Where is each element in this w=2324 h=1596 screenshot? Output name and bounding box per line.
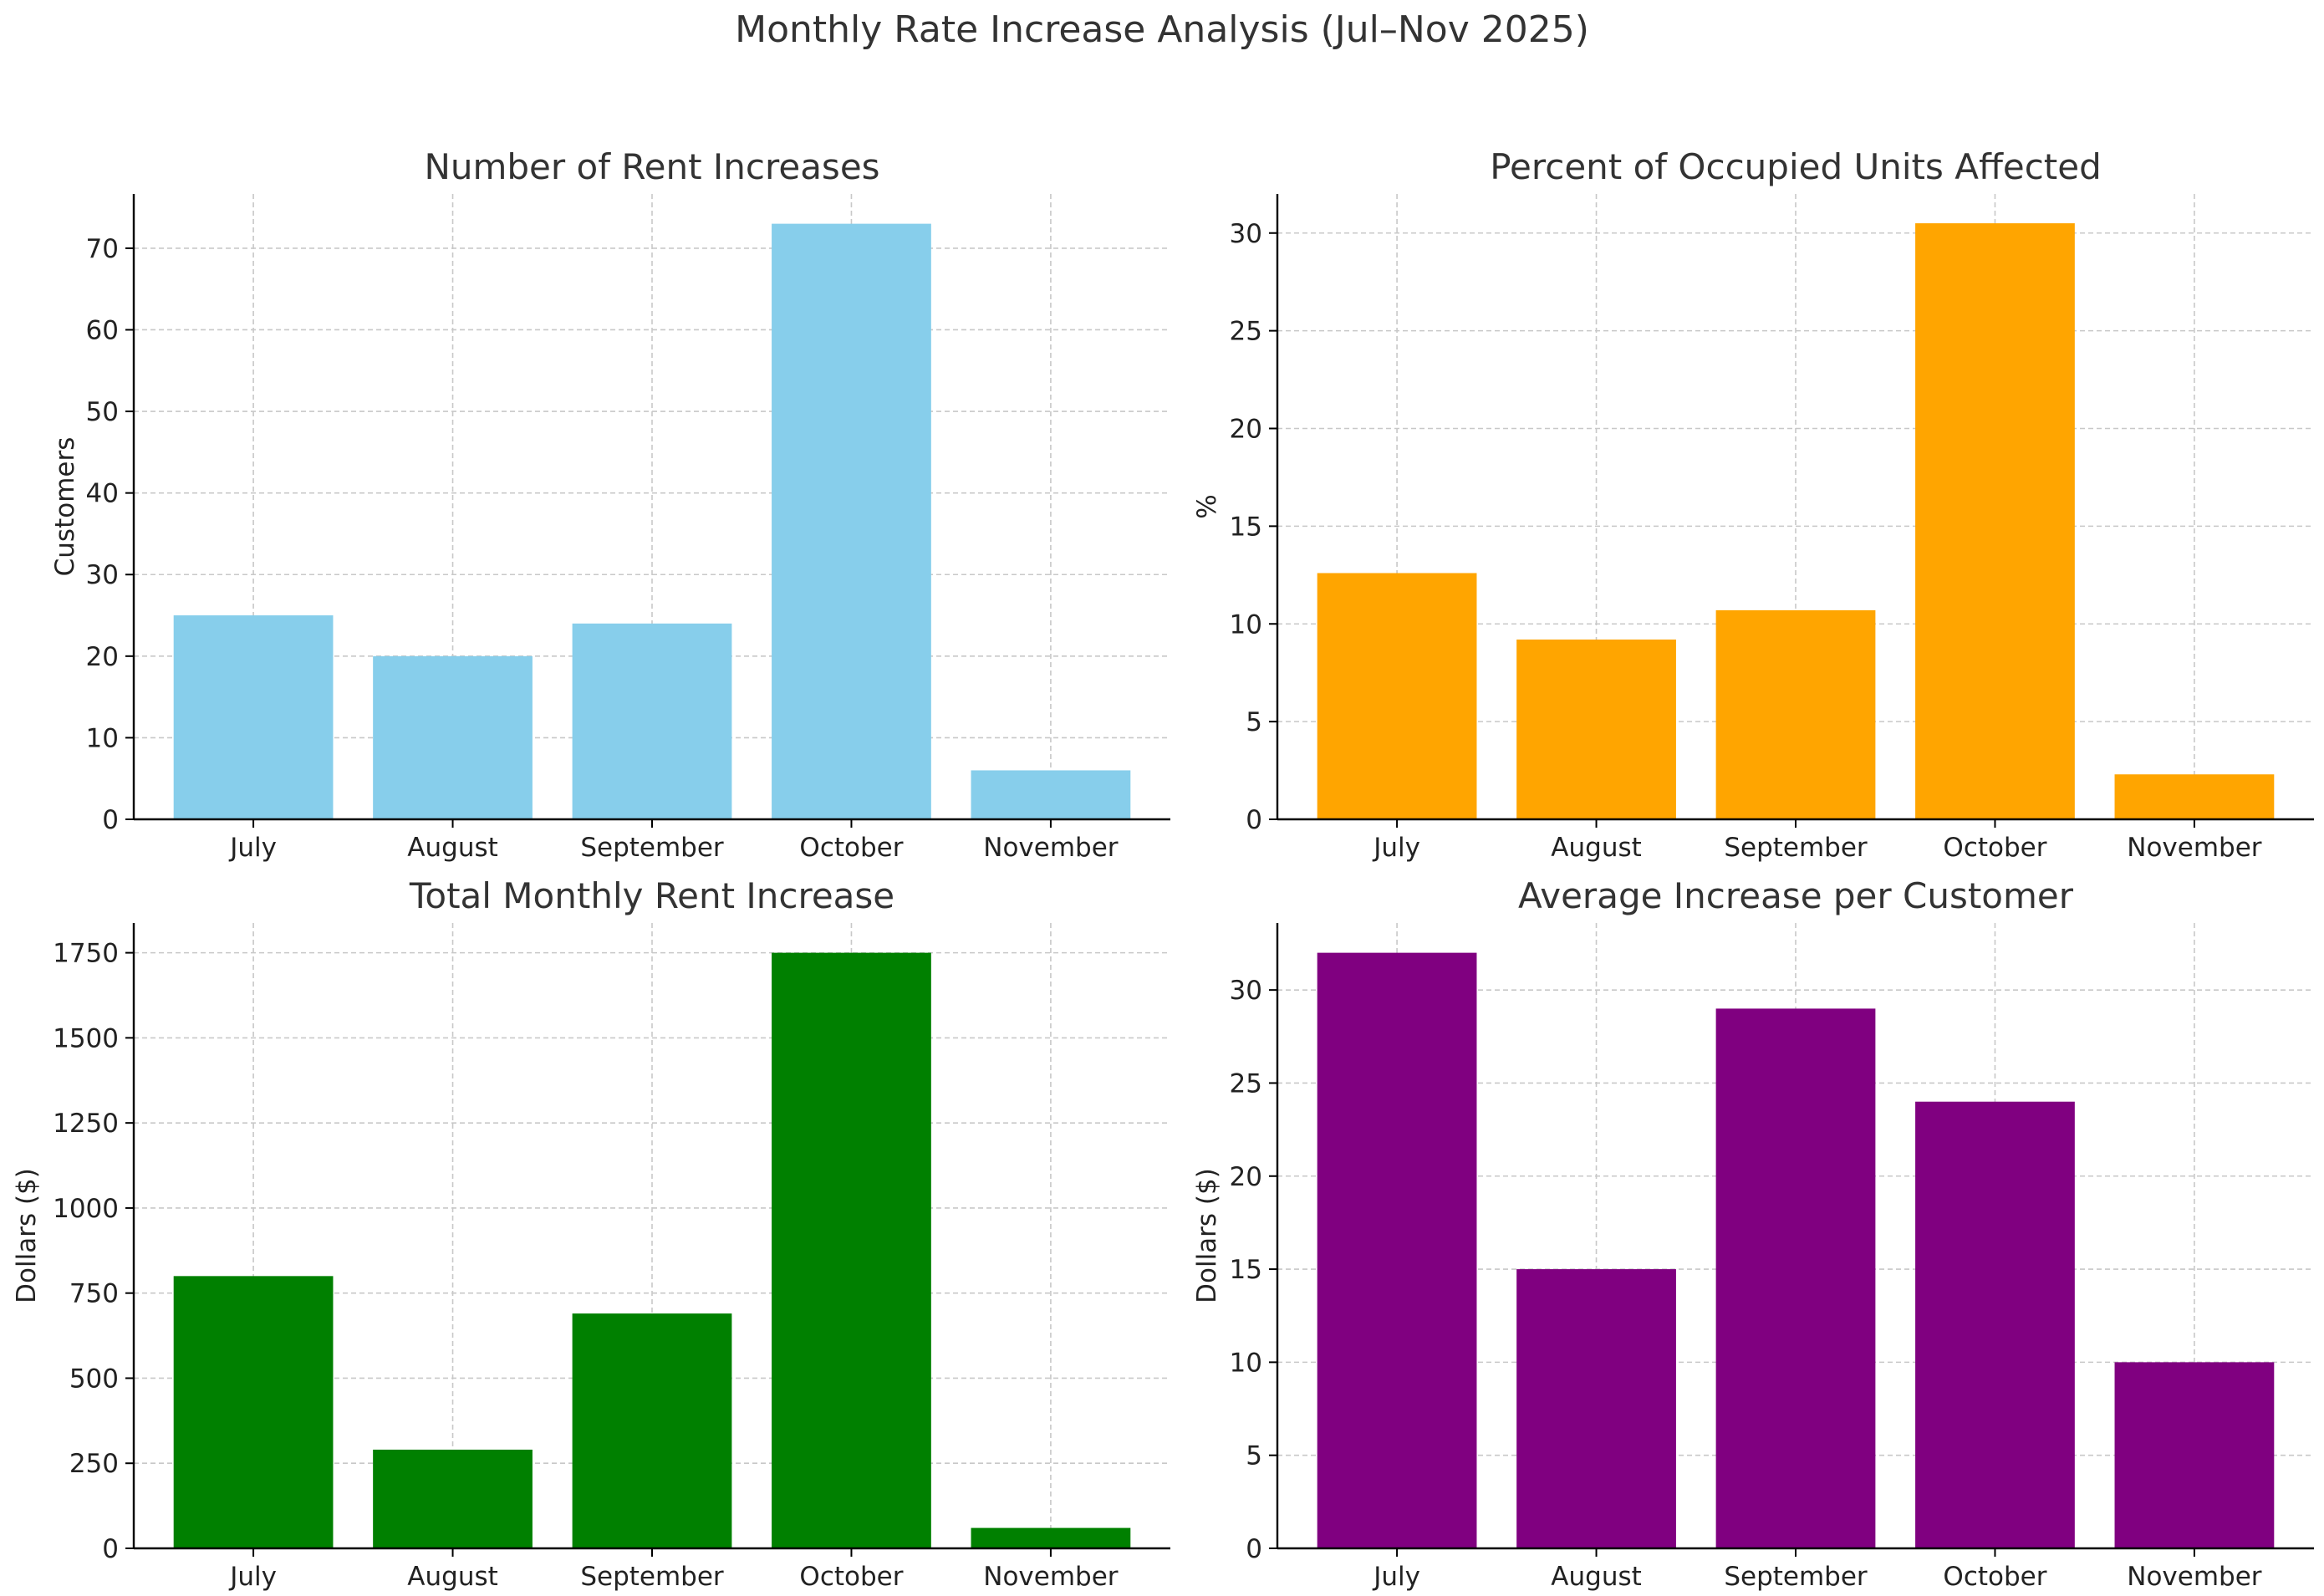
x-tick-label: September — [1724, 1562, 1868, 1592]
y-tick-label: 0 — [102, 1534, 119, 1564]
y-tick-label: 5 — [1246, 1441, 1262, 1471]
y-tick-label: 30 — [1230, 219, 1262, 249]
y-tick-label: 30 — [86, 560, 119, 590]
y-tick-label: 60 — [86, 315, 119, 345]
y-tick-label: 0 — [1246, 805, 1262, 835]
bar-october — [1915, 1101, 2075, 1548]
y-tick-label: 250 — [69, 1449, 119, 1479]
x-tick-label: July — [228, 833, 277, 863]
bar-november — [971, 770, 1131, 819]
chart-title: Number of Rent Increases — [424, 146, 879, 187]
bar-september — [1715, 1008, 1876, 1548]
y-tick-label: 1000 — [53, 1194, 119, 1224]
x-tick-label: November — [2127, 1562, 2262, 1592]
y-tick-label: 30 — [1230, 976, 1262, 1006]
bar-august — [373, 1449, 533, 1548]
bar-october — [1915, 223, 2075, 819]
bar-july — [173, 615, 334, 819]
x-tick-label: November — [2127, 833, 2262, 863]
bar-july — [1317, 573, 1477, 819]
chart-panel-2: 0 5 10 15 20 25 30 July August September October No… — [1192, 146, 2314, 863]
x-tick-label: July — [228, 1562, 277, 1592]
x-tick-label: September — [580, 1562, 724, 1592]
chart-panel-3: 0 250 500 750 1000 1250 1500 1750 July August Sept… — [12, 875, 1170, 1592]
bar-september — [1715, 609, 1876, 819]
bar-october — [772, 952, 931, 1548]
bar-november — [2114, 774, 2275, 819]
chart-panel-4: 0 5 10 15 20 25 30 July August September October No… — [1192, 875, 2314, 1592]
y-tick-label: 0 — [102, 805, 119, 835]
y-tick-label: 15 — [1230, 1255, 1262, 1285]
y-axis-label: Dollars ($) — [12, 1168, 42, 1303]
x-tick-label: August — [407, 833, 498, 863]
x-tick-label: July — [1372, 833, 1420, 863]
bar-october — [772, 223, 931, 820]
y-tick-label: 500 — [69, 1364, 119, 1394]
bar-july — [1317, 952, 1477, 1548]
y-tick-label: 20 — [1230, 415, 1262, 445]
y-tick-label: 10 — [86, 723, 119, 753]
y-axis-label: Customers — [50, 437, 80, 577]
bar-august — [373, 655, 533, 819]
y-tick-label: 0 — [1246, 1534, 1262, 1564]
x-tick-label: September — [1724, 833, 1868, 863]
y-tick-label: 1750 — [53, 939, 119, 969]
chart-title: Percent of Occupied Units Affected — [1490, 146, 2102, 187]
x-tick-label: October — [799, 833, 903, 863]
y-axis-label: % — [1192, 494, 1222, 518]
y-tick-label: 10 — [1230, 609, 1262, 640]
x-tick-label: October — [1943, 1562, 2046, 1592]
bar-august — [1516, 1269, 1676, 1548]
figure-title: Monthly Rate Increase Analysis (Jul–Nov … — [735, 8, 1589, 51]
y-tick-label: 40 — [86, 479, 119, 509]
y-tick-label: 25 — [1230, 1068, 1262, 1099]
x-tick-label: August — [1551, 1562, 1642, 1592]
y-tick-label: 20 — [1230, 1162, 1262, 1192]
chart-title: Average Increase per Customer — [1518, 875, 2074, 916]
x-tick-label: November — [983, 1562, 1119, 1592]
y-tick-label: 70 — [86, 234, 119, 264]
bar-september — [572, 623, 732, 819]
y-tick-label: 50 — [86, 397, 119, 427]
x-tick-label: August — [407, 1562, 498, 1592]
bar-august — [1516, 639, 1676, 819]
y-tick-label: 15 — [1230, 512, 1262, 542]
x-tick-label: July — [1372, 1562, 1420, 1592]
y-tick-label: 750 — [69, 1279, 119, 1309]
bar-september — [572, 1313, 732, 1548]
x-tick-label: August — [1551, 833, 1642, 863]
y-tick-label: 1250 — [53, 1109, 119, 1139]
bar-november — [2114, 1362, 2275, 1548]
x-tick-label: October — [1943, 833, 2046, 863]
y-tick-label: 5 — [1246, 707, 1262, 737]
x-tick-label: November — [983, 833, 1119, 863]
chart-panel-1: 0 10 20 30 40 50 60 70 July August September Octobe… — [50, 146, 1170, 863]
chart-title: Total Monthly Rent Increase — [409, 875, 894, 916]
y-tick-label: 25 — [1230, 317, 1262, 347]
bar-november — [971, 1527, 1131, 1548]
y-tick-label: 1500 — [53, 1023, 119, 1053]
y-tick-label: 20 — [86, 642, 119, 672]
bar-july — [173, 1276, 334, 1548]
y-tick-label: 10 — [1230, 1348, 1262, 1378]
y-axis-label: Dollars ($) — [1192, 1168, 1222, 1303]
x-tick-label: September — [580, 833, 724, 863]
x-tick-label: October — [799, 1562, 903, 1592]
